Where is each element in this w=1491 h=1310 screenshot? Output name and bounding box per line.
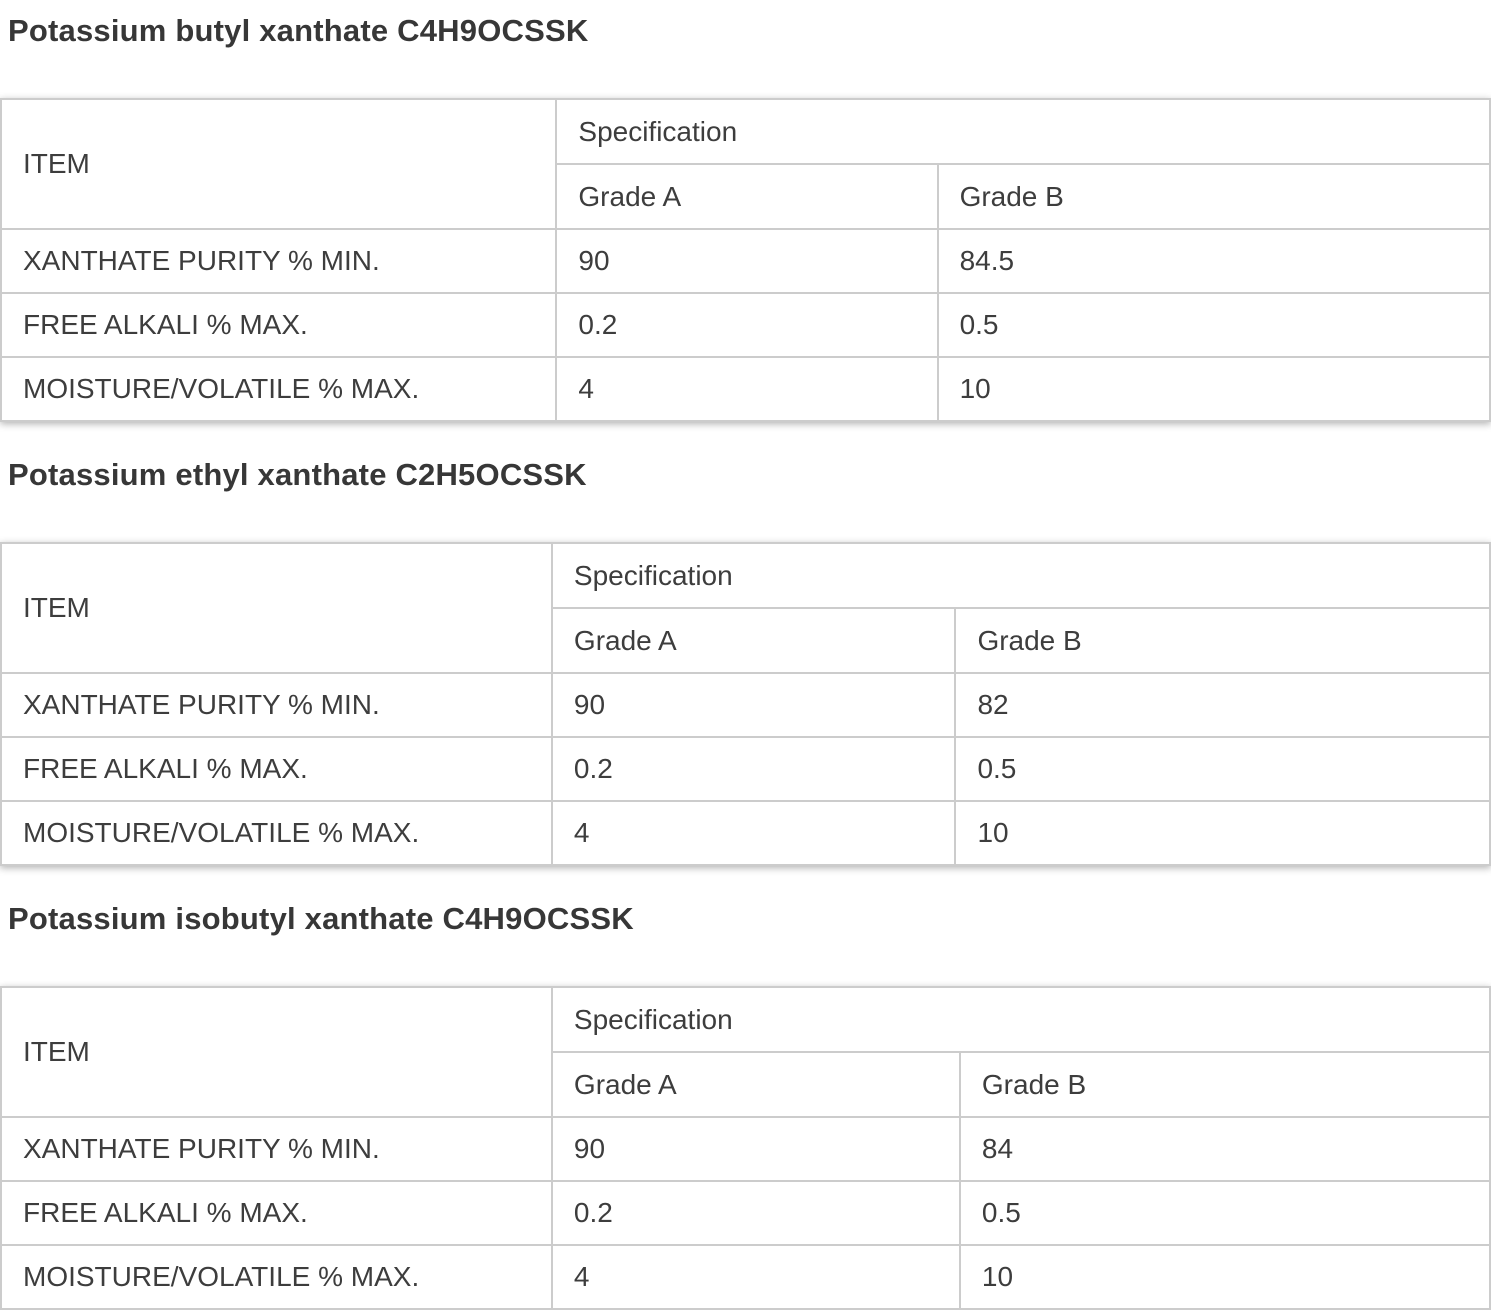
grade-b-value-cell: 0.5 xyxy=(958,1180,1491,1246)
table-row: FREE ALKALI % MAX. 0.2 0.5 xyxy=(0,1180,1491,1246)
table-row: XANTHATE PURITY % MIN. 90 84.5 xyxy=(0,228,1491,294)
item-header-cell: ITEM xyxy=(0,542,553,674)
grade-a-value-cell: 4 xyxy=(550,800,957,866)
item-header-cell: ITEM xyxy=(0,986,553,1118)
grade-b-value-cell: 10 xyxy=(936,356,1491,422)
grade-a-header-cell: Grade A xyxy=(555,163,939,230)
item-cell: XANTHATE PURITY % MIN. xyxy=(0,1116,553,1182)
table-row: MOISTURE/VOLATILE % MAX. 4 10 xyxy=(0,1244,1491,1310)
grade-a-value-cell: 4 xyxy=(555,356,939,422)
item-cell: FREE ALKALI % MAX. xyxy=(0,736,553,802)
section-heading: Potassium butyl xanthate C4H9OCSSK xyxy=(8,13,589,48)
item-cell: MOISTURE/VOLATILE % MAX. xyxy=(0,1244,553,1310)
table-header-row: ITEM Specification xyxy=(0,542,1491,674)
item-cell: FREE ALKALI % MAX. xyxy=(0,292,558,358)
grade-b-value-cell: 84.5 xyxy=(936,228,1491,294)
grade-a-value-cell: 90 xyxy=(555,228,939,294)
grade-b-value-cell: 10 xyxy=(954,800,1491,866)
specification-header-cell: Specification xyxy=(550,986,1491,1053)
section-heading: Potassium isobutyl xanthate C4H9OCSSK xyxy=(8,901,634,936)
grade-a-value-cell: 4 xyxy=(550,1244,961,1310)
grade-b-value-cell: 82 xyxy=(954,672,1491,738)
item-cell: MOISTURE/VOLATILE % MAX. xyxy=(0,800,553,866)
product-spec-section: Potassium butyl xanthate C4H9OCSSK ITEM … xyxy=(0,12,1491,422)
spec-table: ITEM Specification Grade A Grade B XANTH… xyxy=(0,542,1491,866)
table-subheader-row: Grade A Grade B xyxy=(1,163,1491,230)
grade-a-header-cell: Grade A xyxy=(550,1051,961,1118)
specification-header-cell: Specification xyxy=(550,542,1491,609)
grade-a-header-cell: Grade A xyxy=(550,607,957,674)
grade-b-value-cell: 0.5 xyxy=(936,292,1491,358)
table-row: XANTHATE PURITY % MIN. 90 84 xyxy=(0,1116,1491,1182)
table-header-row: ITEM Specification xyxy=(0,98,1491,230)
grade-b-header-cell: Grade B xyxy=(958,1051,1491,1118)
table-row: FREE ALKALI % MAX. 0.2 0.5 xyxy=(0,736,1491,802)
grade-b-value-cell: 0.5 xyxy=(954,736,1491,802)
table-row: MOISTURE/VOLATILE % MAX. 4 10 xyxy=(0,800,1491,866)
item-cell: XANTHATE PURITY % MIN. xyxy=(0,672,553,738)
grade-a-value-cell: 90 xyxy=(550,1116,961,1182)
grade-a-value-cell: 0.2 xyxy=(550,736,957,802)
grade-b-value-cell: 84 xyxy=(958,1116,1491,1182)
specification-header-cell: Specification xyxy=(555,98,1491,165)
product-spec-section: Potassium isobutyl xanthate C4H9OCSSK IT… xyxy=(0,900,1491,1310)
grade-b-header-cell: Grade B xyxy=(954,607,1491,674)
item-cell: MOISTURE/VOLATILE % MAX. xyxy=(0,356,558,422)
grade-a-value-cell: 0.2 xyxy=(555,292,939,358)
grade-a-value-cell: 90 xyxy=(550,672,957,738)
table-row: MOISTURE/VOLATILE % MAX. 4 10 xyxy=(0,356,1491,422)
table-row: FREE ALKALI % MAX. 0.2 0.5 xyxy=(0,292,1491,358)
grade-b-header-cell: Grade B xyxy=(936,163,1491,230)
product-spec-section: Potassium ethyl xanthate C2H5OCSSK ITEM … xyxy=(0,456,1491,866)
table-row: XANTHATE PURITY % MIN. 90 82 xyxy=(0,672,1491,738)
table-subheader-row: Grade A Grade B xyxy=(1,1051,1491,1118)
table-header-row: ITEM Specification xyxy=(0,986,1491,1118)
grade-b-value-cell: 10 xyxy=(958,1244,1491,1310)
item-header-cell: ITEM xyxy=(0,98,558,230)
item-cell: FREE ALKALI % MAX. xyxy=(0,1180,553,1246)
table-subheader-row: Grade A Grade B xyxy=(1,607,1491,674)
item-cell: XANTHATE PURITY % MIN. xyxy=(0,228,558,294)
spec-table: ITEM Specification Grade A Grade B XANTH… xyxy=(0,986,1491,1310)
section-heading: Potassium ethyl xanthate C2H5OCSSK xyxy=(8,457,587,492)
spec-table: ITEM Specification Grade A Grade B XANTH… xyxy=(0,98,1491,422)
grade-a-value-cell: 0.2 xyxy=(550,1180,961,1246)
